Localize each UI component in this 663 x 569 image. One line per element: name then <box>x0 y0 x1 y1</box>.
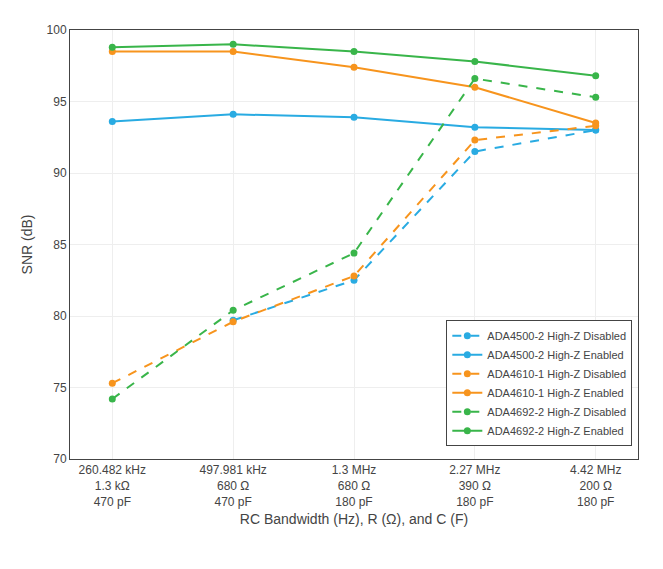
svg-text:95: 95 <box>53 95 67 109</box>
svg-text:85: 85 <box>53 238 67 252</box>
svg-text:260.482 kHz1.3 kΩ470 pF: 260.482 kHz1.3 kΩ470 pF <box>79 463 146 508</box>
svg-text:90: 90 <box>53 166 67 180</box>
svg-text:SNR (dB): SNR (dB) <box>19 215 35 275</box>
svg-text:80: 80 <box>53 309 67 323</box>
svg-text:70: 70 <box>53 452 67 466</box>
svg-text:ADA4500-2 High-Z Enabled: ADA4500-2 High-Z Enabled <box>487 349 623 361</box>
svg-text:ADA4610-1 High-Z Enabled: ADA4610-1 High-Z Enabled <box>487 387 623 399</box>
svg-text:ADA4500-2 High-Z Disabled: ADA4500-2 High-Z Disabled <box>487 330 626 342</box>
svg-text:1.3 MHz680 Ω180 pF: 1.3 MHz680 Ω180 pF <box>332 463 377 508</box>
svg-text:ADA4692-2 High-Z Enabled: ADA4692-2 High-Z Enabled <box>487 425 623 437</box>
svg-text:497.981 kHz680 Ω470 pF: 497.981 kHz680 Ω470 pF <box>199 463 266 508</box>
svg-text:100: 100 <box>47 23 67 37</box>
svg-text:RC Bandwidth (Hz), R (Ω), and: RC Bandwidth (Hz), R (Ω), and C (F) <box>240 511 468 527</box>
svg-text:75: 75 <box>53 381 67 395</box>
svg-text:4.42 MHz200 Ω180 pF: 4.42 MHz200 Ω180 pF <box>570 463 621 508</box>
svg-text:ADA4692-2 High-Z Disabled: ADA4692-2 High-Z Disabled <box>487 406 626 418</box>
svg-text:ADA4610-1 High-Z Disabled: ADA4610-1 High-Z Disabled <box>487 368 626 380</box>
svg-text:2.27 MHz390 Ω180 pF: 2.27 MHz390 Ω180 pF <box>449 463 500 508</box>
